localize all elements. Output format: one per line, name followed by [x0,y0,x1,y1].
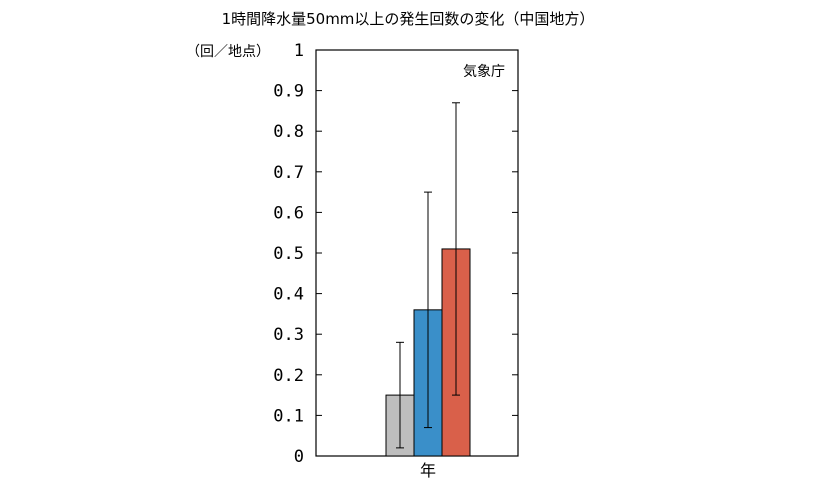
y-tick-label-3: 0.3 [273,325,304,345]
y-tick-label-2: 0.2 [273,366,304,386]
y-tick-label-5: 0.5 [273,244,304,264]
source-label: 気象庁 [463,64,505,80]
bars [385,102,471,457]
y-tick-label-9: 0.9 [273,82,304,102]
y-tick-label-1: 0.1 [273,406,304,426]
chart-title: 1時間降水量50mm以上の発生回数の変化（中国地方） [222,10,595,28]
y-tick-label-6: 0.6 [273,203,304,223]
y-tick-label-0: 0 [294,447,304,467]
y-tick-label-8: 0.8 [273,122,304,142]
y-axis-ticks: 0 0.1 0.2 0.3 0.4 0.5 0.6 0.7 0.8 0.9 1 [273,41,518,467]
y-tick-label-7: 0.7 [273,163,304,183]
x-axis-label: 年 [420,461,436,480]
y-tick-label-4: 0.4 [273,285,304,305]
y-tick-label-10: 1 [294,41,304,61]
y-axis-unit-label: （回／地点） [186,44,270,60]
